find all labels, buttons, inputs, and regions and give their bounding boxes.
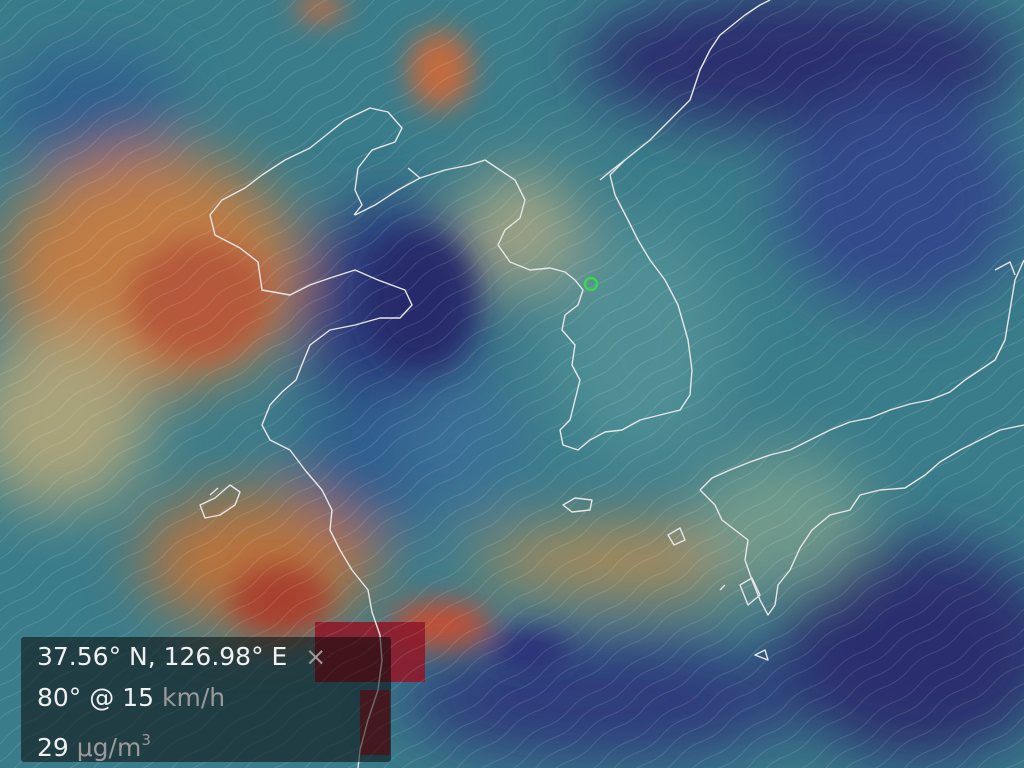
overlay-unit[interactable]: μg/m3: [76, 731, 151, 762]
coordinates-text: 37.56° N, 126.98° E: [37, 642, 288, 671]
coastlines: [199, 0, 1024, 768]
wind-unit[interactable]: km/h: [161, 683, 226, 712]
overlay-row: 29 μg/m3: [37, 724, 151, 764]
location-info-panel: 37.56° N, 126.98° E × 80° @ 15 km/h 29 μ…: [21, 637, 391, 762]
overlay-unit-base: μg/m: [76, 733, 142, 762]
location-marker-icon[interactable]: [583, 276, 599, 292]
close-icon[interactable]: ×: [305, 642, 327, 671]
overlay-unit-exponent: 3: [141, 731, 151, 749]
wind-value: 80° @ 15: [37, 683, 155, 712]
wind-row: 80° @ 15 km/h: [37, 682, 225, 714]
coordinates-row: 37.56° N, 126.98° E ×: [37, 641, 326, 673]
overlay-value: 29: [37, 733, 69, 762]
